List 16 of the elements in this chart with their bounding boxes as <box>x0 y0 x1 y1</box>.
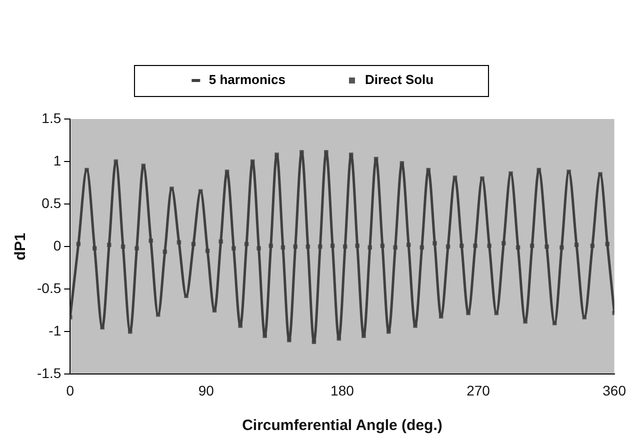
y-tick-label: -1 <box>48 322 62 339</box>
x-tick-label: 0 <box>66 382 74 398</box>
x-tick-label: 180 <box>330 382 354 398</box>
x-tick-label: 360 <box>602 382 626 398</box>
y-tick-label: 1 <box>53 152 62 168</box>
legend-label: 5 harmonics <box>208 72 286 88</box>
x-tick-label: 90 <box>198 382 214 398</box>
y-axis-title: dP1 <box>12 232 30 260</box>
y-tick-label: 0 <box>53 237 62 254</box>
y-tick-label: -0.5 <box>37 280 62 296</box>
x-axis-title: Circumferential Angle (deg.) <box>242 417 442 434</box>
y-tick-label: 0.5 <box>42 194 62 211</box>
legend-label: Direct Solu <box>364 72 434 88</box>
x-tick-label: 270 <box>466 382 490 398</box>
y-tick-label: 1.5 <box>42 110 62 126</box>
y-tick-label: -1.5 <box>37 365 62 382</box>
